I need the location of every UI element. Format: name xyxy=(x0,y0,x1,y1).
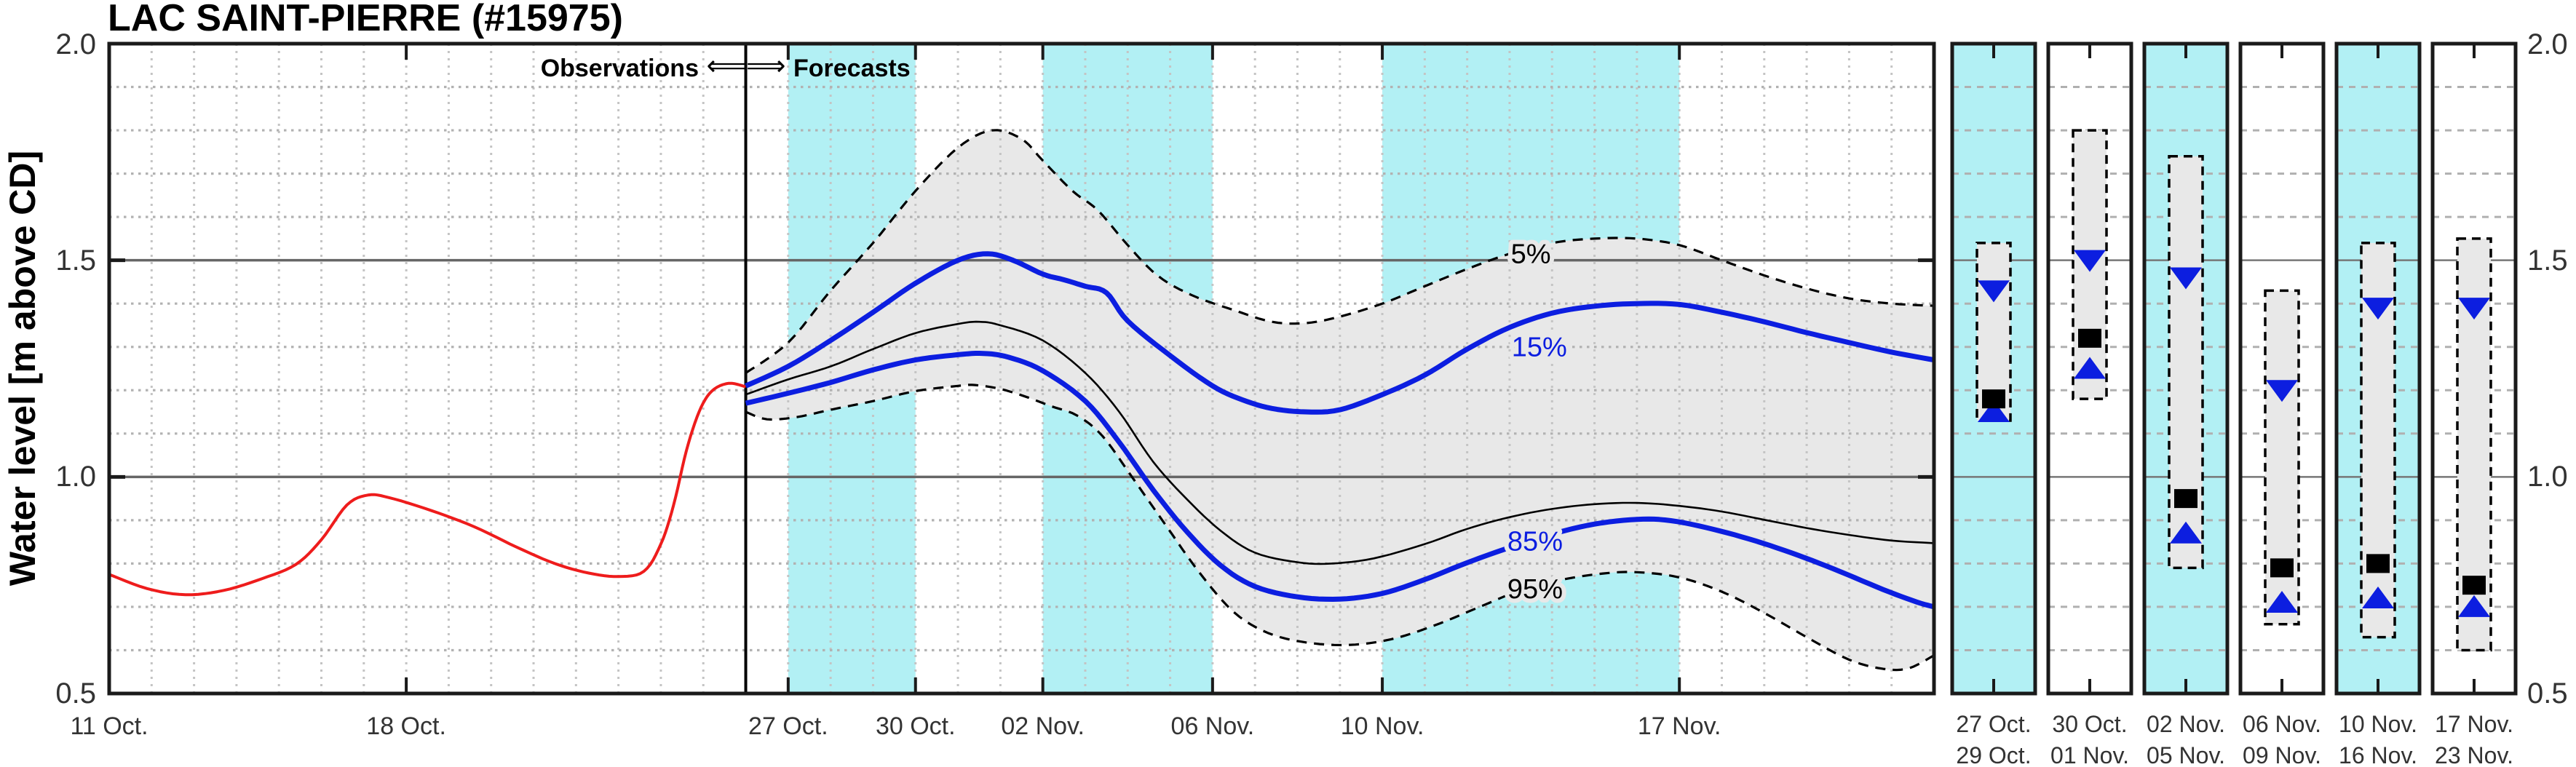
panel-period-start-label: 06 Nov. xyxy=(2243,711,2321,737)
panel-period-end-label: 01 Nov. xyxy=(2050,742,2129,767)
y-tick-label-right-2.0: 2.0 xyxy=(2527,28,2568,60)
x-tick-label: 06 Nov. xyxy=(1171,712,1255,740)
series-95pct xyxy=(745,384,1935,672)
p85-marker-triangle-up xyxy=(2458,595,2490,617)
panel-period-start-label: 10 Nov. xyxy=(2339,711,2417,737)
x-tick-label: 27 Oct. xyxy=(748,712,828,740)
p15-marker-triangle-down xyxy=(1978,280,2010,303)
percentile-label-5pct: 5% xyxy=(1511,239,1551,270)
uncertainty-band-5-95 xyxy=(745,130,1934,670)
y-tick-label-right-1.5: 1.5 xyxy=(2527,245,2568,277)
x-tick-label: 10 Nov. xyxy=(1341,712,1424,740)
x-tick-label: 11 Oct. xyxy=(70,712,148,740)
forecast-panel xyxy=(2430,41,2518,696)
median-marker-square xyxy=(1982,389,2005,409)
p15-marker-triangle-down xyxy=(2362,298,2394,320)
panel-period-end-label: 05 Nov. xyxy=(2147,742,2225,767)
median-marker-square xyxy=(2366,554,2390,573)
panel-period-start-label: 02 Nov. xyxy=(2147,711,2225,737)
forecast-panel xyxy=(2142,41,2230,696)
y-tick-label-right-1.0: 1.0 xyxy=(2527,461,2568,493)
observations-label: Observations xyxy=(541,55,699,82)
observations-forecasts-arrows-icon: ⟸⟹ xyxy=(707,51,786,82)
percentile-label-85pct: 85% xyxy=(1507,526,1563,557)
panel-period-start-label: 17 Nov. xyxy=(2435,711,2513,737)
gridlines xyxy=(109,44,1934,694)
p15-marker-triangle-down xyxy=(2458,298,2490,320)
panel-period-end-label: 23 Nov. xyxy=(2435,742,2513,767)
y-axis-title: Water level [m above CD] xyxy=(2,151,43,586)
main-plot-frame xyxy=(107,41,1936,696)
percentile-label-95pct: 95% xyxy=(1507,574,1563,605)
percentile-label-15pct: 15% xyxy=(1512,333,1567,363)
generated-text-labels: 11 Oct. 18 Oct. 27 Oct. 30 Oct. 02 Nov. 06 No… xyxy=(70,235,2513,767)
median-marker-square xyxy=(2462,576,2486,595)
y-tick-label-right-0.5: 0.5 xyxy=(2527,677,2568,710)
x-tick-label: 18 Oct. xyxy=(366,712,446,740)
p15-marker-triangle-down xyxy=(2074,250,2106,272)
band-fill xyxy=(745,130,1934,670)
p15-marker-triangle-down xyxy=(2266,380,2298,402)
p85-marker-triangle-up xyxy=(2170,521,2202,544)
median-marker-square xyxy=(2174,489,2197,509)
series-5pct xyxy=(745,129,1935,374)
p85-marker-triangle-up xyxy=(2266,590,2298,613)
series-median xyxy=(745,320,1935,565)
y-tick-label-left-1.0: 1.0 xyxy=(55,461,96,493)
y-tick-label-left-1.5: 1.5 xyxy=(55,245,96,277)
panel-period-start-label: 27 Oct. xyxy=(1956,711,2031,737)
series-85pct xyxy=(745,351,1935,610)
forecast-panel xyxy=(2334,41,2422,696)
forecast-panel xyxy=(2238,41,2326,696)
axes-frame-ticks xyxy=(107,41,1936,696)
x-tick-label: 30 Oct. xyxy=(876,712,956,740)
series-curves xyxy=(108,129,1935,672)
y-tick-label-left-0.5: 0.5 xyxy=(55,677,96,710)
series-15pct xyxy=(745,251,1935,415)
forecast-panel xyxy=(2046,41,2133,696)
forecast-period-panels xyxy=(1950,41,2518,696)
p15-marker-triangle-down xyxy=(2170,267,2202,290)
p85-marker-triangle-up xyxy=(1978,400,2010,423)
panel-period-end-label: 09 Nov. xyxy=(2243,742,2321,767)
panel-period-end-label: 29 Oct. xyxy=(1956,742,2031,767)
chart-title: LAC SAINT-PIERRE (#15975) xyxy=(108,0,623,39)
x-tick-label: 02 Nov. xyxy=(1001,712,1085,740)
series-Observed xyxy=(108,381,747,597)
median-marker-square xyxy=(2078,328,2101,348)
median-marker-square xyxy=(2270,558,2294,578)
y-tick-label-left-2.0: 2.0 xyxy=(55,28,96,60)
panel-period-start-label: 30 Oct. xyxy=(2052,711,2127,737)
p85-marker-triangle-up xyxy=(2362,587,2394,609)
p85-marker-triangle-up xyxy=(2074,357,2106,379)
x-tick-label: 17 Nov. xyxy=(1638,712,1721,740)
forecast-panel xyxy=(1950,41,2037,696)
forecasts-label: Forecasts xyxy=(793,55,911,82)
panel-period-end-label: 16 Nov. xyxy=(2339,742,2417,767)
